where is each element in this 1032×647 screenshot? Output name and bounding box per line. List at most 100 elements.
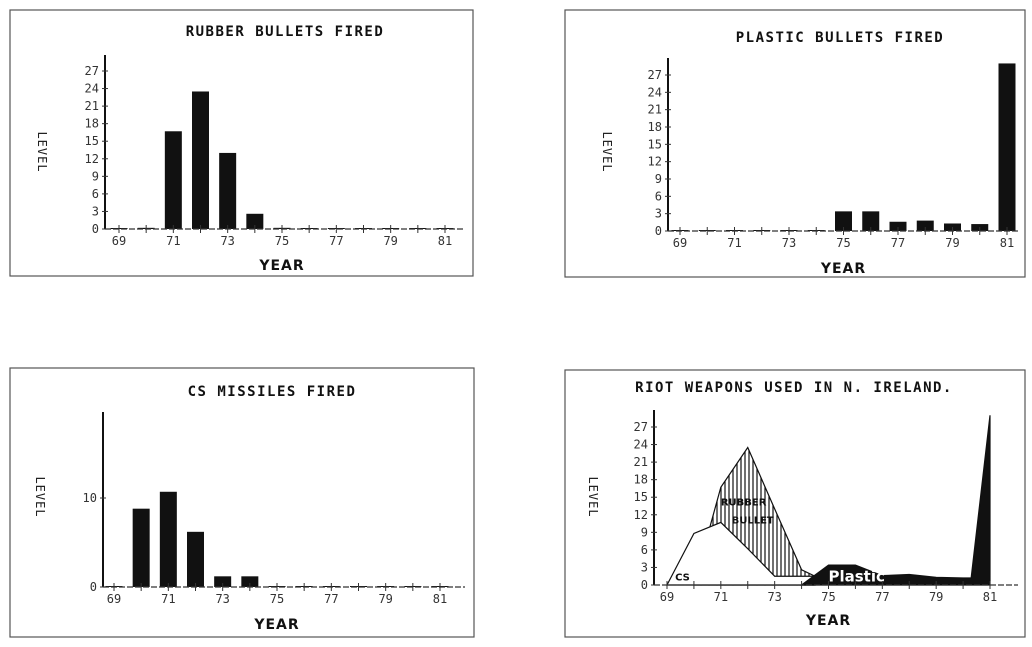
y-tick-label: 12 [85,152,99,166]
area-series-plastic [799,415,991,586]
y-tick-label: 12 [634,508,648,522]
y-tick-label: 27 [634,420,648,434]
bar-70 [132,508,150,587]
y-tick-label: 21 [634,455,648,469]
panel-border [9,367,475,638]
bar-72 [192,91,209,230]
x-tick-label: 81 [1000,236,1014,250]
bar-77 [889,221,907,231]
y-tick-label: 15 [648,137,662,151]
x-axis-label: YEAR [258,258,304,274]
y-tick-label: 0 [655,224,662,238]
bar-81 [998,63,1016,231]
y-tick-label: 21 [85,99,99,113]
bar-73 [214,576,232,587]
panel-border [9,9,474,277]
y-tick-label: 9 [92,169,99,183]
annotation-plastic: Plastic [829,567,885,585]
bar-74 [246,213,264,229]
x-tick-label: 81 [983,590,997,604]
x-axis-label: YEAR [253,617,299,633]
y-tick-label: 3 [92,204,99,218]
x-tick-label: 79 [378,592,392,606]
x-tick-label: 71 [166,234,180,248]
x-tick-label: 73 [215,592,229,606]
y-tick-label: 0 [90,580,97,594]
panel-border [564,369,1026,638]
x-tick-label: 75 [275,234,289,248]
y-tick-label: 24 [648,85,662,99]
y-axis-label: LEVEL [600,131,614,172]
x-tick-label: 77 [324,592,338,606]
chart-title: CS MISSILES FIRED [188,384,357,400]
x-tick-label: 75 [821,590,835,604]
x-tick-label: 79 [383,234,397,248]
bar-71 [164,131,182,229]
x-tick-label: 77 [329,234,343,248]
x-tick-label: 73 [767,590,781,604]
x-tick-label: 81 [438,234,452,248]
y-tick-label: 27 [85,64,99,78]
y-tick-label: 15 [85,134,99,148]
x-tick-label: 81 [433,592,447,606]
y-tick-label: 12 [648,155,662,169]
x-axis-label: YEAR [820,261,866,277]
y-tick-label: 24 [85,82,99,96]
chart-panel-3: CS MISSILES FIRED YEAR LEVEL 69 71 73 75 77 79 81… [9,367,475,638]
x-tick-label: 71 [161,592,175,606]
x-axis-label: YEAR [805,613,851,629]
y-tick-label: 18 [648,120,662,134]
y-tick-label: 18 [634,473,648,487]
y-axis-label: LEVEL [35,131,49,172]
x-tick-label: 75 [836,236,850,250]
bar-76 [862,211,880,231]
x-tick-label: 69 [107,592,121,606]
x-tick-label: 71 [727,236,741,250]
y-tick-label: 0 [641,578,648,592]
chart-panel-4: RIOT WEAPONS USED IN N. IRELAND. YEAR LEVE… [564,369,1026,638]
annotation-cs: CS [675,572,690,583]
x-tick-label: 73 [782,236,796,250]
y-tick-label: 18 [85,117,99,131]
y-tick-label: 15 [634,490,648,504]
bar-72 [187,531,204,587]
chart-title: RUBBER BULLETS FIRED [186,24,385,40]
x-tick-label: 77 [891,236,905,250]
x-tick-label: 79 [945,236,959,250]
y-tick-label: 27 [648,68,662,82]
bar-73 [219,152,237,229]
y-tick-label: 6 [92,187,99,201]
x-tick-label: 69 [660,590,674,604]
y-tick-label: 3 [655,207,662,221]
chart-title: RIOT WEAPONS USED IN N. IRELAND. [635,380,953,396]
x-tick-label: 69 [112,234,126,248]
x-tick-label: 77 [875,590,889,604]
y-axis-label: LEVEL [586,476,600,517]
bar-78 [916,220,934,231]
x-tick-label: 75 [270,592,284,606]
y-tick-label: 24 [634,438,648,452]
bar-75 [835,211,852,231]
x-tick-label: 71 [714,590,728,604]
y-tick-label: 0 [92,222,99,236]
y-axis-label: LEVEL [33,476,47,517]
chart-title: PLASTIC BULLETS FIRED [736,30,945,46]
y-tick-label: 6 [655,189,662,203]
x-tick-label: 73 [220,234,234,248]
x-tick-label: 69 [673,236,687,250]
y-tick-label: 10 [83,491,97,505]
y-tick-label: 3 [641,560,648,574]
bar-74 [241,576,259,587]
y-tick-label: 21 [648,103,662,117]
y-tick-label: 9 [655,172,662,186]
x-tick-label: 79 [929,590,943,604]
y-tick-label: 6 [641,543,648,557]
annotation-bullet: BULLET [732,516,774,527]
panel-border [564,9,1026,278]
annotation-rubber: RUBBER [721,497,767,508]
bar-71 [159,491,177,587]
y-tick-label: 9 [641,525,648,539]
